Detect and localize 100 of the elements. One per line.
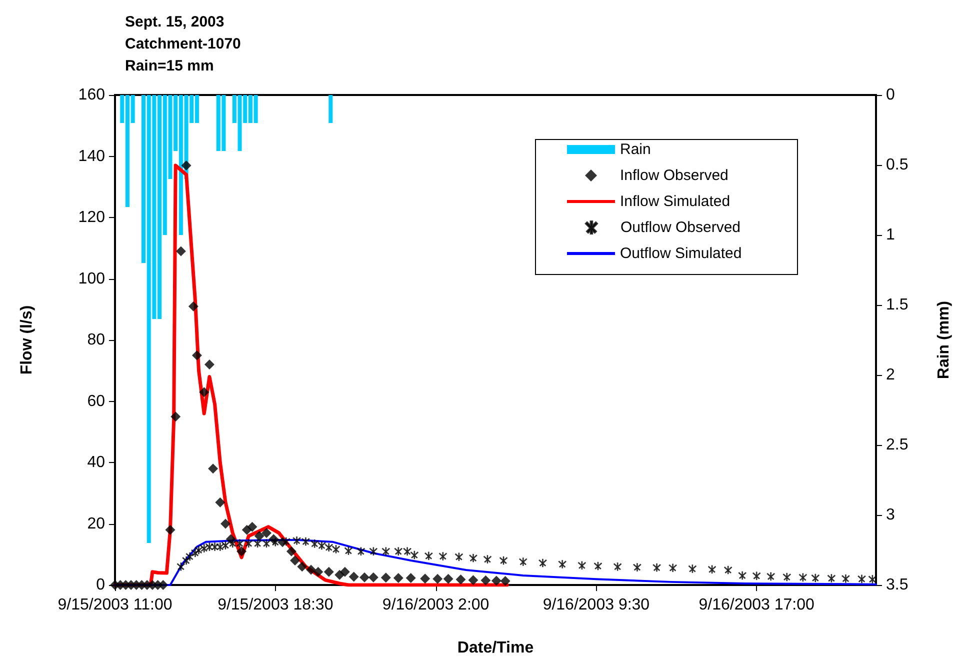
point: [297, 562, 308, 572]
point: [262, 539, 271, 548]
y-tick-label: 120: [78, 209, 106, 226]
point: [438, 552, 448, 560]
point: [798, 573, 808, 582]
point: [228, 539, 237, 548]
point: [302, 537, 310, 546]
point: [344, 546, 353, 555]
point: [652, 563, 661, 572]
point: [332, 545, 340, 554]
chart-title: Sept. 15, 2003 Catchment-1070 Rain=15 mm: [125, 14, 241, 74]
legend-label: Inflow Simulated: [620, 193, 730, 210]
point: [340, 566, 350, 577]
x-tick-label: 9/16/2003 2:00: [382, 596, 490, 614]
point: [286, 546, 296, 556]
point: [318, 541, 326, 550]
point: [271, 538, 280, 546]
point: [282, 537, 290, 546]
point: [181, 160, 192, 170]
y-tick-label: 80: [87, 332, 106, 348]
point: [432, 574, 443, 584]
point: [468, 575, 478, 586]
point: [708, 565, 716, 574]
y2-axis-title: Rain (mm): [936, 300, 952, 380]
point: [538, 558, 547, 568]
point: [194, 546, 203, 554]
point: [811, 574, 820, 582]
point: [186, 552, 194, 561]
point: [613, 562, 622, 571]
y2-tick-label: 0.5: [886, 156, 908, 174]
y2-tick-label: 2: [886, 366, 895, 384]
point: [290, 556, 300, 566]
point: [254, 531, 264, 541]
point: [356, 547, 366, 556]
point: [403, 547, 412, 556]
point: [633, 563, 642, 572]
y2-tick-label: 1: [886, 226, 895, 244]
point: [215, 497, 226, 508]
y-tick-label: 40: [87, 454, 106, 471]
point: [368, 572, 378, 582]
point: [456, 574, 466, 584]
point: [221, 541, 230, 550]
legend-label: Outflow Observed: [620, 219, 741, 236]
legend-label: Rain: [620, 141, 651, 158]
x-tick-label: 9/15/2003 18:30: [218, 596, 334, 614]
point: [313, 566, 324, 577]
point: [261, 528, 272, 538]
point: [394, 547, 403, 556]
point: [188, 301, 198, 312]
point: [469, 554, 478, 562]
point: [393, 572, 404, 583]
point: [578, 561, 586, 570]
point: [752, 572, 761, 580]
point: [827, 574, 836, 582]
y2-tick-label: 1.5: [886, 296, 908, 314]
x-tick-label: 9/16/2003 9:30: [542, 596, 650, 614]
point: [176, 562, 186, 571]
x-axis-title: Date/Time: [457, 640, 534, 656]
point: [324, 566, 334, 577]
point: [216, 542, 224, 551]
y-tick-label: 140: [78, 148, 106, 165]
point: [310, 540, 319, 548]
point: [348, 572, 359, 582]
point: [766, 572, 775, 581]
point: [480, 575, 491, 586]
point: [858, 574, 866, 584]
point: [170, 412, 181, 422]
point: [253, 539, 262, 548]
point: [236, 539, 244, 548]
point: [782, 572, 792, 582]
point: [558, 560, 566, 568]
point: [380, 572, 391, 583]
point: [200, 544, 208, 552]
point: [220, 518, 230, 529]
point: [176, 246, 186, 256]
x-tick-label: 9/15/2003 11:00: [58, 596, 172, 614]
y-tick-label: 60: [87, 392, 106, 410]
y2-tick-label: 3.5: [886, 576, 908, 594]
y-tick-label: 160: [78, 86, 106, 104]
point: [236, 546, 247, 556]
point: [738, 571, 746, 580]
y2-tick-label: 3: [886, 506, 895, 524]
y2-tick-label: 0: [886, 86, 895, 104]
point: [204, 360, 214, 370]
legend-label: Inflow Observed: [620, 167, 728, 184]
point: [420, 574, 430, 584]
point: [454, 552, 464, 561]
point: [499, 556, 508, 565]
point: [491, 576, 502, 586]
point: [369, 547, 378, 556]
point: [688, 564, 697, 573]
point: [165, 524, 176, 535]
point: [192, 350, 202, 360]
point: [360, 572, 370, 582]
point: [208, 464, 218, 474]
point: [324, 543, 334, 552]
y2-tick-label: 2.5: [886, 436, 908, 454]
point: [292, 536, 301, 545]
point: [483, 555, 492, 564]
y-tick-label: 20: [87, 515, 106, 532]
